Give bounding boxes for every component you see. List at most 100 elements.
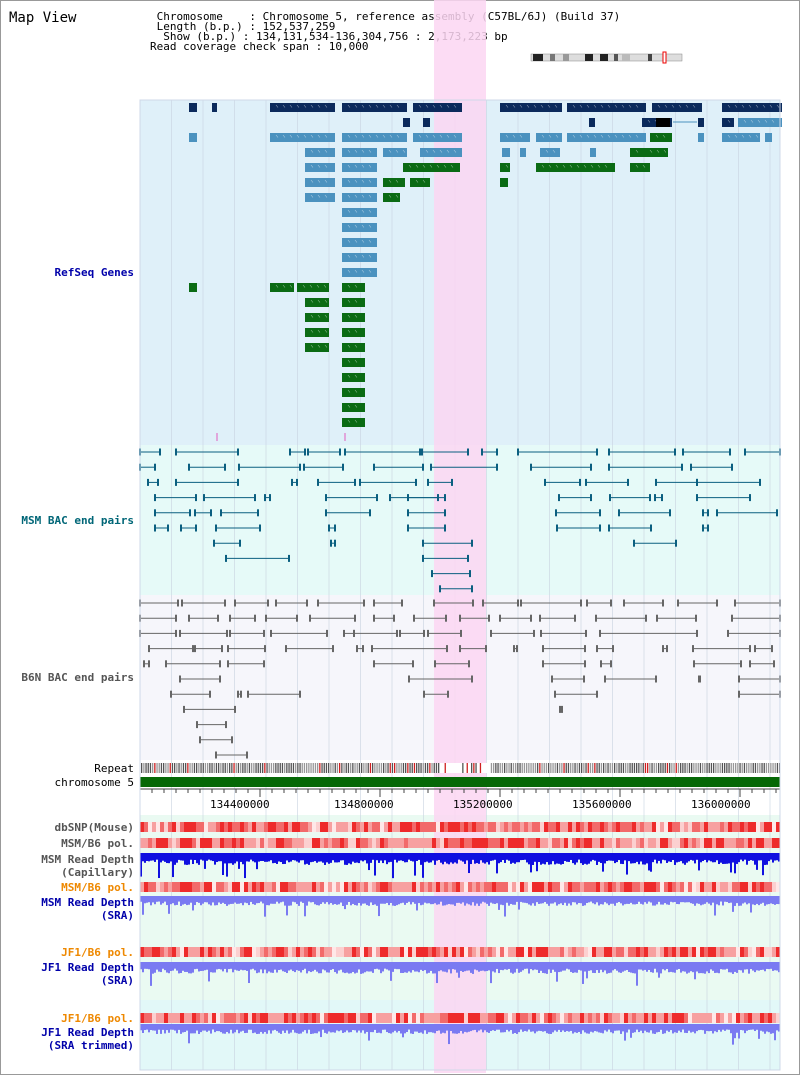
depth-bar [762,853,764,876]
depth-bar [712,1024,714,1034]
depth-bar [150,896,152,906]
depth-bar [288,1024,290,1034]
heat-cell [364,882,368,892]
b6n-pair-end [219,675,221,683]
depth-bar [534,962,536,970]
depth-bar [688,853,690,862]
depth-bar [692,896,694,904]
gene-feature [305,343,329,352]
depth-bar [178,1024,180,1030]
heat-cell [420,838,424,848]
depth-bar [670,962,672,972]
depth-bar [572,962,574,973]
depth-bar [644,962,646,970]
heat-cell [152,838,156,848]
b6n-pair-end [353,629,355,637]
msm-pair-end [650,524,652,532]
heat-cell [532,947,536,957]
depth-bar [210,1024,212,1034]
depth-bar [376,896,378,906]
heat-cell [252,1013,256,1023]
b6n-pair-end [254,614,256,622]
depth-bar [188,896,190,905]
depth-bar [734,853,736,874]
heat-cell [328,822,332,832]
heat-cell [628,822,632,832]
heat-cell [692,822,696,832]
heat-cell [624,822,628,832]
depth-bar [262,1024,264,1034]
heat-cell [576,822,580,832]
depth-bar [558,962,560,973]
depth-bar [630,962,632,973]
b6n-bac-pairs[interactable] [139,599,781,759]
depth-bar [160,853,162,863]
depth-bar [410,1024,412,1034]
msm-pair-end [296,478,298,486]
position-axis [139,788,780,797]
gene-strand-mark [453,149,457,153]
depth-bar [552,1024,554,1033]
repeat-mark [275,763,277,773]
depth-bar [402,962,404,974]
heat-cell [504,822,508,832]
depth-bar [232,853,234,865]
heat-cell [676,838,680,848]
b6n-pair-end [604,675,606,683]
depth-bar [160,896,162,905]
heat-cell [772,822,776,832]
b6n-pair-end [231,736,233,744]
msm-pair-end [555,509,557,517]
heat-cell [468,882,472,892]
depth-bar [504,896,506,917]
heat-cell [512,1013,516,1023]
depth-bar [516,962,518,969]
depth-bar [704,962,706,974]
depth-bar [664,1024,666,1034]
depth-bar [696,962,698,972]
depth-bar [350,896,352,906]
gene-strand-mark [425,149,429,153]
gene-feature [342,208,377,217]
heat-cell [160,838,164,848]
heat-cell [404,947,408,957]
b6n-pair-end [600,660,602,668]
depth-bar [700,962,702,974]
b6n-pair-end [692,645,694,653]
depth-bar [272,853,274,864]
gene-feature [650,133,672,142]
heat-cell [176,1013,180,1023]
depth-bar [380,962,382,974]
heat-cell [496,947,500,957]
chromosome-ideogram[interactable] [530,51,683,64]
heat-cell [148,947,152,957]
depth-bar [656,1024,658,1033]
highlight-region[interactable] [434,0,486,1073]
repeat-mark [376,763,378,773]
heat-cell [528,822,532,832]
depth-bar [368,853,370,871]
b6n-pair-end [356,645,358,653]
heat-cell [160,822,164,832]
gene-strand-mark [382,134,386,138]
heat-cell [760,882,764,892]
gene-strand-mark [422,164,426,168]
depth-bar [152,1024,154,1031]
depth-bar [224,962,226,969]
depth-bar [326,896,328,903]
depth-bar [408,962,410,972]
depth-bar [166,896,168,906]
heat-cell [352,882,356,892]
depth-bar [618,896,620,902]
msm-pair-end [599,509,601,517]
depth-bar [736,853,738,864]
refseq-genes[interactable] [189,103,782,441]
heat-cell [488,1013,492,1023]
depth-bar [562,896,564,906]
depth-bar [512,962,514,974]
depth-bar [238,962,240,971]
depth-bar [248,962,250,984]
depth-bar [316,1024,318,1034]
msm-pair-end [744,448,746,456]
